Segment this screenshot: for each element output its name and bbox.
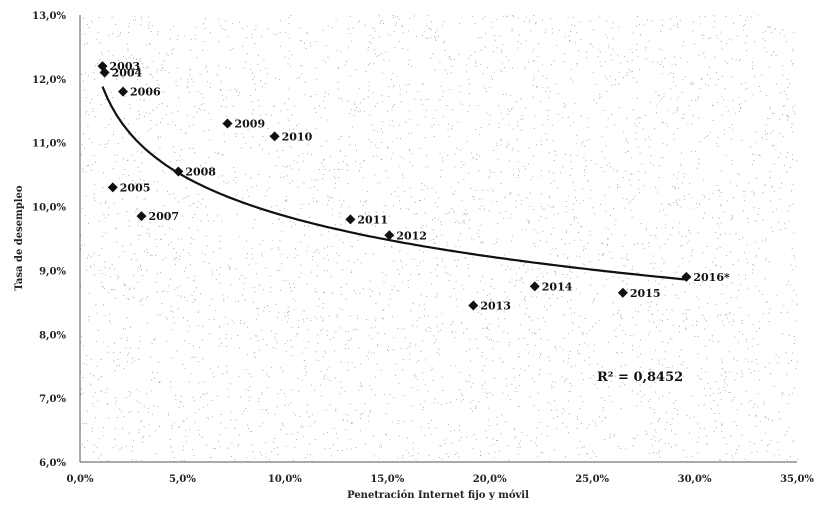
data-point-2007 bbox=[136, 211, 147, 222]
data-point-2004 bbox=[99, 67, 110, 78]
x-tick-label: 25,0% bbox=[575, 474, 609, 485]
data-point-2010 bbox=[269, 131, 280, 142]
x-tick-label: 30,0% bbox=[678, 474, 712, 485]
data-point-2013 bbox=[468, 300, 479, 311]
point-label-2006: 2006 bbox=[130, 86, 161, 99]
data-point-2012 bbox=[384, 230, 395, 241]
data-point-2009 bbox=[222, 118, 233, 129]
trendline-path bbox=[101, 86, 687, 281]
point-label-2013: 2013 bbox=[480, 300, 511, 313]
point-label-2003: 2003 bbox=[110, 60, 141, 73]
data-point-2005 bbox=[107, 182, 118, 193]
data-point-2011 bbox=[345, 214, 356, 225]
point-label-2012: 2012 bbox=[396, 229, 427, 242]
axes: 0,0% 5,0% 10,0% 15,0% 20,0% 25,0% 30,0% 35,0% 6,… bbox=[32, 11, 814, 485]
y-tick-label: 11,0% bbox=[32, 139, 66, 150]
y-tick-label: 13,0% bbox=[32, 11, 66, 22]
data-point-2016 bbox=[681, 271, 692, 282]
point-label-2005: 2005 bbox=[120, 181, 151, 194]
y-axis-title: Tasa de desempleo bbox=[14, 185, 25, 290]
y-tick-label: 8,0% bbox=[39, 330, 66, 341]
plot-area bbox=[80, 15, 798, 463]
r-squared-label: R² = 0,8452 bbox=[597, 370, 683, 385]
x-tick-label: 10,0% bbox=[268, 474, 302, 485]
x-tick-label: 5,0% bbox=[169, 474, 196, 485]
x-axis-title: Penetración Internet fijo y móvil bbox=[347, 490, 529, 501]
point-label-2011: 2011 bbox=[357, 213, 388, 226]
y-tick-label: 12,0% bbox=[32, 75, 66, 86]
y-tick-label: 6,0% bbox=[39, 458, 66, 469]
x-tick-label: 20,0% bbox=[473, 474, 507, 485]
trendline bbox=[101, 86, 687, 281]
point-label-2015: 2015 bbox=[630, 287, 661, 300]
point-label-2016: 2016* bbox=[693, 271, 730, 284]
point-label-2008: 2008 bbox=[185, 165, 216, 178]
x-tick-label: 15,0% bbox=[370, 474, 404, 485]
point-label-2014: 2014 bbox=[542, 280, 573, 293]
point-label-2009: 2009 bbox=[234, 118, 265, 131]
data-point-2008 bbox=[173, 166, 184, 177]
y-tick-label: 10,0% bbox=[32, 203, 66, 214]
background-texture bbox=[80, 15, 798, 463]
data-point-2015 bbox=[617, 287, 628, 298]
data-point-2014 bbox=[529, 281, 540, 292]
x-tick-label: 35,0% bbox=[780, 474, 814, 485]
point-label-2007: 2007 bbox=[148, 210, 179, 223]
y-tick-label: 9,0% bbox=[39, 266, 66, 277]
point-label-2004: 2004 bbox=[112, 66, 143, 79]
data-point-2006 bbox=[118, 86, 129, 97]
x-tick-label: 0,0% bbox=[67, 474, 94, 485]
point-label-2010: 2010 bbox=[282, 130, 313, 143]
data-points bbox=[97, 61, 692, 311]
y-tick-label: 7,0% bbox=[39, 394, 66, 405]
